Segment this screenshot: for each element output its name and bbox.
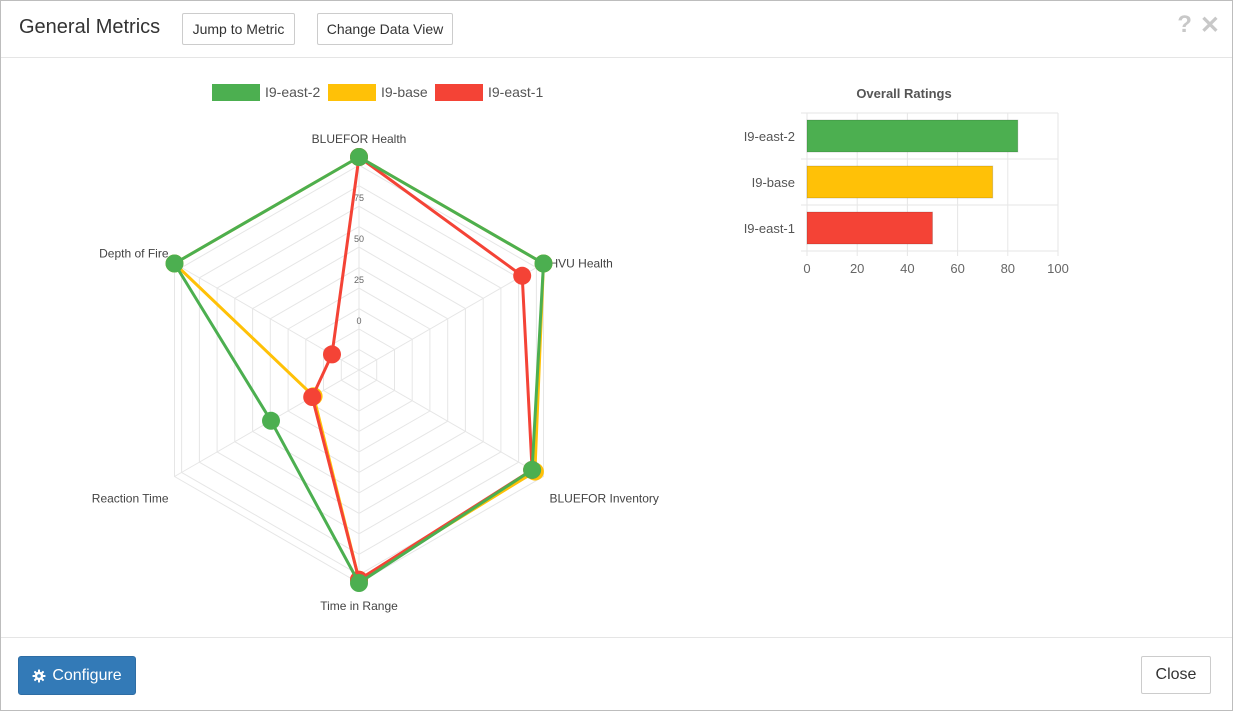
bar-category-label-i9-east-2: I9-east-2 [744,129,795,144]
radar-tick-label: 25 [354,275,364,285]
bar-category-label-i9-east-1: I9-east-1 [744,221,795,236]
bar-category-label-i9-base: I9-base [752,175,795,190]
radar-tick-label: 0 [356,316,361,326]
legend-label-i9-east-2: I9-east-2 [265,84,320,100]
bar-x-tick-label: 100 [1047,261,1069,276]
configure-button[interactable]: Configure [18,656,136,695]
radar-point-i9-east-2 [534,254,553,273]
radar-axis-label-time-in-range: Time in Range [320,599,398,613]
question-icon[interactable]: ? [1177,11,1192,38]
bar-chart-title: Overall Ratings [856,86,951,101]
close-button[interactable]: Close [1141,656,1211,694]
modal-footer: Configure Close [1,637,1232,711]
header-icons: ? ✕ [1177,11,1220,40]
bar-i9-east-1 [806,211,933,245]
radar-spoke [358,369,544,477]
radar-axis-label-bluefor-health: BLUEFOR Health [312,132,407,146]
radar-chart: 0 25 50 75 BLUEFOR Health HVU Health BLUEFOR I… [92,84,659,613]
bar-x-tick-label: 60 [950,261,964,276]
radar-point-i9-east-1 [323,345,341,364]
radar-axis-label-reaction-time: Reaction Time [92,492,169,506]
radar-axis-label-bluefor-inventory: BLUEFOR Inventory [550,492,659,506]
radar-axis-label-hvu-health: HVU Health [550,257,613,271]
radar-point-i9-east-1 [303,388,322,406]
radar-point-i9-east-2 [262,411,280,430]
legend-swatch-i9-east-1 [435,84,483,101]
radar-point-i9-east-1 [513,266,532,285]
modal-header: General Metrics Jump to Metric Change Da… [1,1,1232,58]
bar-i9-east-2 [806,119,1019,153]
bar-x-tick-label: 80 [1001,261,1015,276]
change-data-view-button[interactable]: Change Data View [317,13,453,45]
overall-ratings-chart: Overall Ratings 0 20 40 60 80 100 I9-east-2 I9-b… [744,86,1069,276]
radar-point-i9-east-2 [165,254,184,273]
radar-point-i9-east-2 [523,460,542,479]
jump-to-metric-button[interactable]: Jump to Metric [182,13,295,45]
radar-tick-label: 75 [354,193,364,203]
gear-icon [32,669,46,682]
bar-i9-base [806,165,994,199]
legend-label-i9-east-1: I9-east-1 [488,84,543,100]
bar-x-tick-label: 20 [850,261,864,276]
legend-swatch-i9-base [328,84,376,101]
radar-spoke [358,263,544,371]
modal-title: General Metrics [19,16,161,38]
configure-label: Configure [52,666,122,684]
radar-axis-label-depth-of-fire: Depth of Fire [99,247,169,261]
close-x-icon[interactable]: ✕ [1199,12,1220,39]
radar-point-i9-east-2 [350,574,368,592]
bar-x-tick-label: 0 [803,261,810,276]
bar-x-tick-label: 40 [900,261,914,276]
radar-tick-label: 50 [354,234,364,244]
legend-label-i9-base: I9-base [381,84,428,100]
radar-series-line-i9-east-1 [310,155,534,582]
radar-point-i9-east-2 [350,148,368,166]
legend-swatch-i9-east-2 [212,84,260,101]
